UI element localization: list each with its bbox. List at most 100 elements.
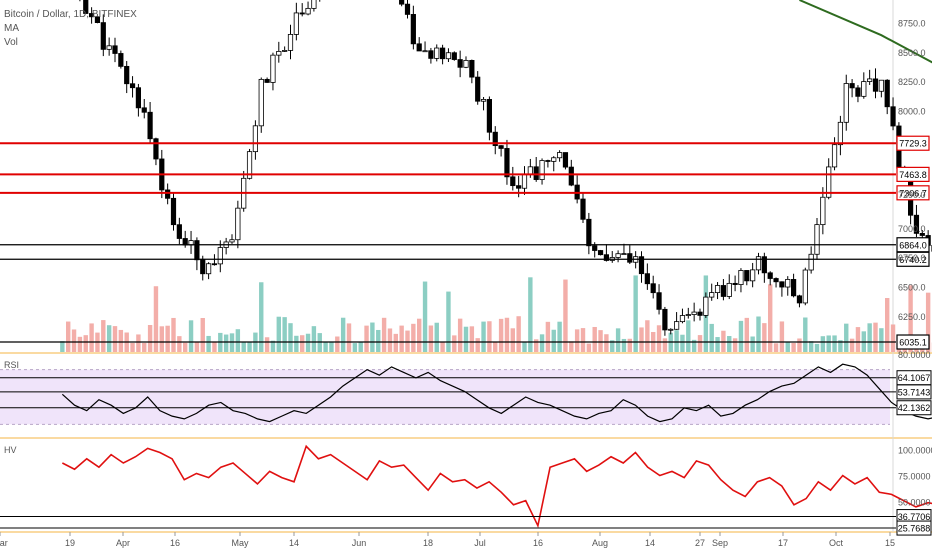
candle[interactable] — [416, 37, 422, 52]
candle[interactable] — [445, 48, 452, 63]
candle[interactable] — [434, 44, 440, 62]
candle[interactable] — [404, 0, 411, 19]
candle[interactable] — [732, 275, 738, 292]
candle[interactable] — [439, 44, 446, 65]
candle[interactable] — [755, 252, 762, 275]
candle[interactable] — [662, 306, 668, 336]
candle[interactable] — [112, 37, 118, 63]
candle[interactable] — [480, 96, 487, 111]
candle[interactable] — [773, 277, 779, 288]
hv-pane[interactable]: HV 36.7706 25.7688 — [0, 444, 932, 536]
candle[interactable] — [802, 267, 808, 306]
candle[interactable] — [545, 159, 551, 168]
candle[interactable] — [580, 192, 586, 224]
candle[interactable] — [287, 24, 294, 60]
candle[interactable] — [884, 79, 890, 115]
candle[interactable] — [106, 37, 112, 56]
candle[interactable] — [469, 59, 475, 84]
candle[interactable] — [627, 245, 633, 265]
candle[interactable] — [299, 3, 305, 17]
candle[interactable] — [410, 5, 416, 50]
rsi-pane[interactable]: RSI 64.1067 53.7143 42.1362 — [0, 360, 932, 425]
candle[interactable] — [703, 292, 709, 318]
candle[interactable] — [779, 281, 785, 297]
candle[interactable] — [457, 50, 463, 78]
candle[interactable] — [650, 275, 656, 299]
candle[interactable] — [475, 71, 481, 105]
candle[interactable] — [165, 183, 171, 205]
candle[interactable] — [597, 249, 604, 256]
candle[interactable] — [276, 41, 282, 63]
candle[interactable] — [644, 263, 650, 290]
candle[interactable] — [282, 46, 288, 52]
candle[interactable] — [217, 240, 223, 273]
candle[interactable] — [492, 126, 498, 155]
candlesticks[interactable] — [60, 0, 932, 336]
candle[interactable] — [714, 282, 721, 300]
candle[interactable] — [720, 279, 727, 301]
candle[interactable] — [557, 150, 563, 162]
candle[interactable] — [638, 251, 645, 283]
candle[interactable] — [568, 159, 574, 187]
candle[interactable] — [305, 1, 311, 16]
candle[interactable] — [252, 120, 258, 160]
candle[interactable] — [539, 158, 545, 185]
candle[interactable] — [89, 7, 95, 24]
candle[interactable] — [878, 79, 884, 98]
candle[interactable] — [913, 204, 920, 238]
candle[interactable] — [235, 200, 241, 249]
price-levels[interactable]: 7729.3 7463.8 7306.7 6864.0 6740.2 6035.1 — [0, 135, 930, 350]
candle[interactable] — [147, 102, 153, 144]
candle[interactable] — [551, 156, 557, 172]
candle[interactable] — [586, 212, 592, 255]
candle[interactable] — [697, 308, 703, 321]
candle[interactable] — [615, 250, 621, 263]
candle[interactable] — [170, 192, 177, 231]
candle[interactable] — [796, 294, 803, 308]
candle[interactable] — [791, 273, 797, 298]
candle[interactable] — [229, 234, 235, 244]
candle[interactable] — [318, 0, 322, 2]
candle[interactable] — [843, 74, 849, 131]
candle[interactable] — [808, 246, 814, 274]
candle[interactable] — [767, 271, 773, 286]
candle[interactable] — [486, 96, 493, 141]
candle[interactable] — [709, 283, 715, 301]
candle[interactable] — [510, 166, 516, 191]
candle[interactable] — [750, 262, 756, 288]
candle[interactable] — [176, 217, 182, 245]
candle[interactable] — [668, 328, 674, 335]
candle[interactable] — [861, 72, 867, 99]
candle[interactable] — [211, 254, 218, 266]
candle[interactable] — [258, 77, 264, 133]
candle[interactable] — [188, 230, 194, 254]
candle[interactable] — [83, 0, 89, 14]
candle[interactable] — [223, 237, 229, 255]
candle[interactable] — [270, 52, 276, 91]
candle[interactable] — [94, 16, 101, 24]
candle[interactable] — [849, 79, 855, 98]
candle[interactable] — [621, 243, 627, 256]
candle[interactable] — [574, 175, 580, 204]
candle[interactable] — [118, 50, 124, 69]
candle[interactable] — [241, 170, 247, 212]
candle[interactable] — [153, 137, 159, 166]
candle[interactable] — [533, 157, 539, 182]
candle[interactable] — [691, 302, 697, 322]
candle[interactable] — [785, 276, 791, 296]
candle[interactable] — [463, 56, 469, 69]
candle[interactable] — [141, 99, 147, 119]
candle[interactable] — [867, 69, 873, 85]
candle[interactable] — [498, 145, 504, 157]
candle[interactable] — [744, 270, 750, 286]
candle[interactable] — [820, 187, 826, 235]
candle[interactable] — [422, 41, 428, 53]
candle[interactable] — [129, 76, 136, 98]
candle[interactable] — [516, 175, 522, 198]
candle[interactable] — [194, 237, 200, 271]
candle[interactable] — [872, 68, 879, 99]
candle[interactable] — [738, 268, 744, 293]
candle[interactable] — [78, 0, 82, 2]
candle[interactable] — [831, 137, 838, 171]
